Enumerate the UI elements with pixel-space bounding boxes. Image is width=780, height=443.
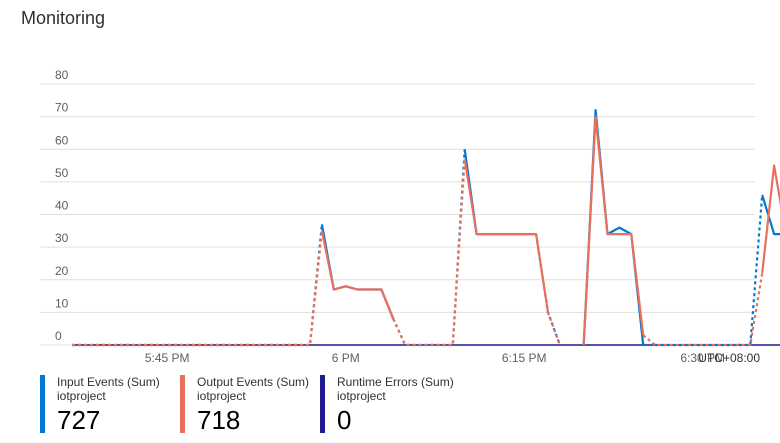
series-line-segment [582, 115, 645, 346]
y-tick-label: 10 [55, 296, 69, 310]
series-line-segment [72, 224, 323, 347]
legend-series-source: iotproject [57, 389, 106, 403]
y-tick-label: 80 [55, 68, 69, 82]
timezone-label: UTC+08:00 [698, 351, 760, 365]
x-tick-label: 6 PM [332, 351, 360, 365]
legend-series-name: Input Events (Sum) [57, 375, 160, 389]
y-tick-label: 0 [55, 329, 62, 343]
legend-series-total: 727 [57, 405, 101, 435]
series-1 [72, 115, 780, 347]
legend-item[interactable]: Runtime Errors (Sum) iotproject 0 [320, 375, 454, 435]
series-lines [72, 109, 780, 347]
legend-series-name: Runtime Errors (Sum) [337, 375, 454, 389]
series-line-segment [642, 273, 764, 347]
legend-series-name: Output Events (Sum) [197, 375, 310, 389]
legend-series-source: iotproject [197, 389, 246, 403]
y-tick-label: 60 [55, 133, 69, 147]
y-tick-label: 70 [55, 101, 69, 115]
series-line-segment [320, 230, 395, 320]
x-tick-label: 5:45 PM [145, 351, 190, 365]
series-line-segment [643, 194, 764, 347]
y-tick-label: 30 [55, 231, 69, 245]
x-tick-label: 6:30 PM [680, 351, 725, 365]
legend-series-total: 718 [197, 405, 241, 435]
series-line-segment [582, 109, 645, 346]
x-tick-label: 6:15 PM [502, 351, 547, 365]
y-tick-label: 40 [55, 199, 69, 213]
series-line-segment [761, 164, 780, 274]
legend-item[interactable]: Input Events (Sum) iotproject 727 [40, 375, 160, 435]
y-tick-label: 20 [55, 264, 69, 278]
series-line-segment [392, 158, 466, 347]
series-0 [72, 109, 780, 347]
panel-title: Monitoring [21, 8, 106, 28]
y-axis-ticks: 0 10 20 30 40 50 60 70 80 [55, 68, 69, 343]
series-line-segment [463, 158, 550, 313]
legend-series-total: 0 [337, 405, 352, 435]
legend-series-source: iotproject [337, 389, 386, 403]
series-line-segment [320, 224, 395, 320]
gridlines [40, 83, 755, 346]
legend-item[interactable]: Output Events (Sum) iotproject 718 [180, 375, 310, 435]
series-line-segment [72, 230, 323, 347]
y-tick-label: 50 [55, 166, 69, 180]
